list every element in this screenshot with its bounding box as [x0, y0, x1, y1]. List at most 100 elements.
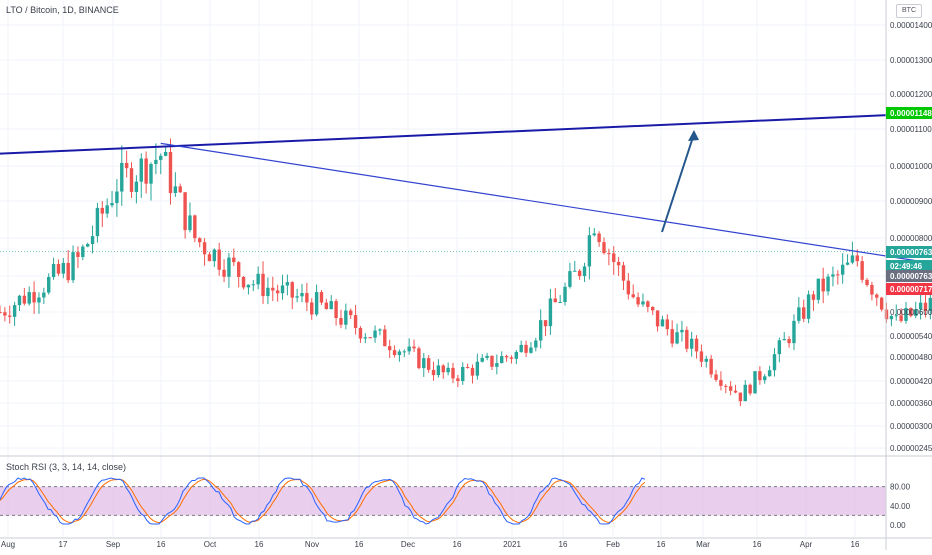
candle	[480, 357, 484, 362]
candle	[422, 358, 426, 369]
candle	[865, 279, 869, 285]
time-tick-label: 16	[453, 540, 462, 549]
candle	[241, 276, 246, 288]
price-tick-label: 0.00000480	[890, 353, 932, 362]
candle	[446, 367, 450, 373]
candle	[383, 329, 387, 347]
candle	[163, 151, 168, 156]
price-tick-label: 0.00000900	[890, 197, 932, 206]
candle	[485, 355, 489, 358]
candle	[602, 242, 606, 254]
time-tick-label: 17	[59, 540, 68, 549]
candle	[334, 301, 338, 319]
candle	[894, 315, 898, 317]
candle	[217, 249, 221, 270]
candle	[548, 298, 553, 327]
price-badge-label: 0.00000717	[890, 285, 932, 294]
candle	[655, 310, 660, 327]
candle	[173, 186, 178, 194]
candle	[724, 385, 728, 387]
candle	[76, 252, 80, 257]
candle	[743, 384, 747, 402]
candle	[840, 264, 845, 275]
time-tick-label: 16	[157, 540, 166, 549]
candle	[558, 302, 562, 304]
price-badge	[886, 246, 932, 258]
time-tick-label: Mar	[696, 540, 710, 549]
candle	[821, 278, 825, 292]
candle	[699, 351, 704, 362]
candle	[524, 344, 528, 353]
candle	[577, 270, 582, 277]
candle	[27, 292, 31, 304]
price-tick-label: 0.00001000	[890, 162, 932, 171]
price-badge-label: 0.00001148	[890, 109, 932, 118]
candle	[266, 287, 270, 297]
candle	[290, 282, 294, 298]
price-tick-label: 0.00000360	[890, 399, 932, 408]
time-tick-label: Apr	[800, 540, 813, 549]
candle	[689, 338, 694, 349]
time-tick-label: 2021	[503, 540, 521, 549]
candle	[719, 379, 723, 386]
candle	[909, 308, 913, 316]
candle	[665, 319, 670, 330]
candle	[923, 302, 928, 311]
candle	[392, 350, 397, 356]
candle	[222, 269, 226, 277]
price-tick-label: 0.00000420	[890, 377, 932, 386]
price-badge	[886, 283, 932, 295]
rsi-tick-label: 40.00	[890, 502, 911, 511]
candle	[426, 358, 431, 370]
candle	[149, 164, 153, 184]
candle	[387, 346, 392, 351]
candle	[212, 249, 217, 262]
price-tick-label: 0.00000800	[890, 234, 932, 243]
candle	[85, 243, 90, 247]
price-badge-label: 02:49:46	[890, 262, 923, 271]
candle	[538, 320, 543, 341]
candle	[855, 255, 859, 262]
candle	[597, 233, 601, 243]
candle	[500, 356, 504, 364]
candle	[914, 309, 918, 316]
candle	[90, 236, 95, 244]
candle	[154, 159, 158, 165]
trend-lines[interactable]	[0, 101, 932, 272]
stoch-rsi-label: Stoch RSI (3, 3, 14, 14, close)	[6, 462, 127, 472]
candle	[417, 348, 421, 369]
candle	[826, 276, 830, 292]
candle	[451, 367, 455, 379]
candle	[236, 262, 241, 277]
candle	[495, 363, 499, 367]
candle	[767, 370, 772, 377]
candle	[412, 346, 416, 349]
time-tick-label: 16	[559, 540, 568, 549]
candle	[319, 292, 324, 303]
candle	[124, 162, 129, 169]
candle	[875, 294, 879, 298]
candle	[56, 264, 61, 274]
candle	[680, 329, 684, 333]
candle	[300, 293, 304, 297]
candle	[543, 320, 548, 327]
candle	[831, 274, 835, 277]
price-tick-label: 0.00000600	[890, 308, 932, 317]
candle	[110, 203, 114, 206]
candle	[159, 155, 163, 160]
candle	[0, 312, 2, 313]
candle	[733, 390, 738, 393]
candle	[797, 307, 801, 321]
candle	[305, 293, 309, 303]
candle	[22, 295, 27, 304]
candle	[612, 253, 616, 262]
candle	[860, 261, 864, 280]
candle	[144, 158, 148, 184]
candle	[378, 329, 382, 331]
candle	[470, 367, 475, 376]
currency-badge[interactable]: BTC	[896, 4, 922, 18]
candle	[607, 253, 611, 255]
time-tick-label: Dec	[401, 540, 415, 549]
candle	[748, 384, 752, 394]
